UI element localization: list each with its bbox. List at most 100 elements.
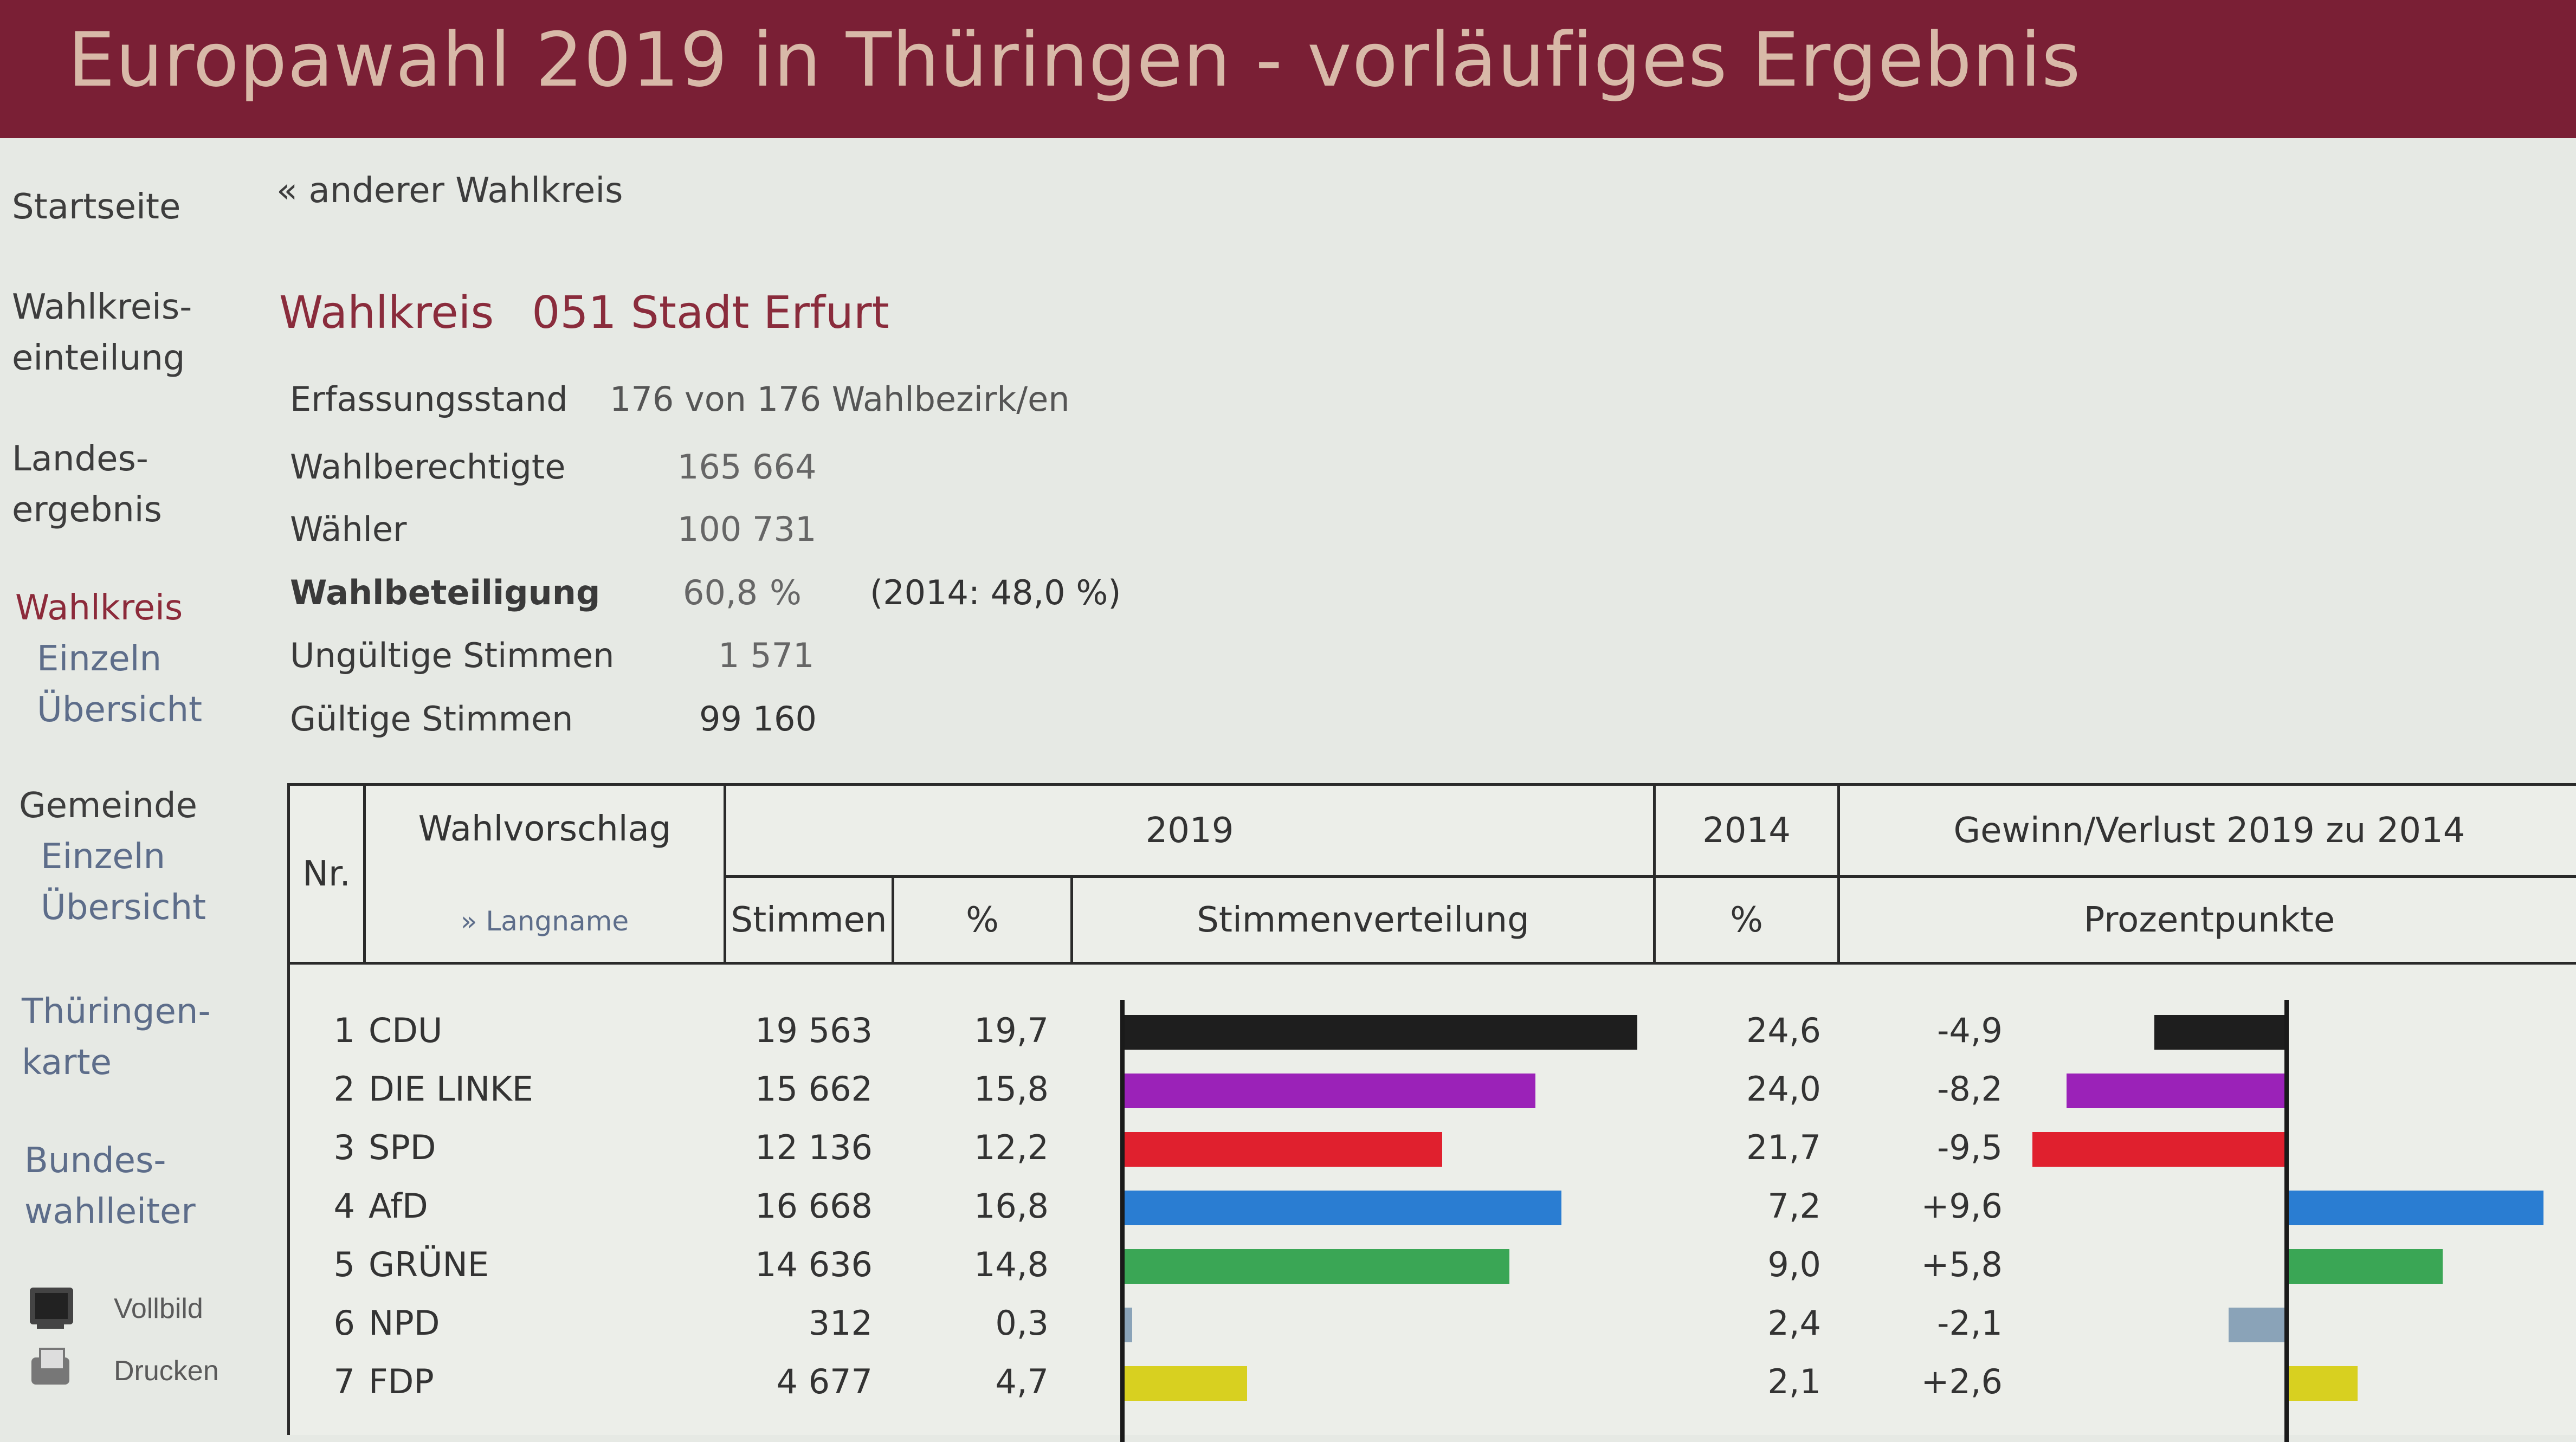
row-party[interactable]: SPD bbox=[369, 1128, 436, 1167]
sidebar-item-wahlkreis-uebersicht[interactable]: Übersicht bbox=[37, 690, 203, 730]
row-party[interactable]: GRÜNE bbox=[369, 1245, 489, 1284]
row-party[interactable]: FDP bbox=[369, 1362, 434, 1401]
row-pct-2019: 14,8 bbox=[973, 1245, 1049, 1284]
printer-icon bbox=[27, 1347, 76, 1395]
stimmenverteilung-axis bbox=[1120, 1000, 1125, 1442]
row-diff: -8,2 bbox=[1937, 1069, 2003, 1109]
header-stimmenverteilung: Stimmenverteilung bbox=[1197, 900, 1529, 940]
page-header: Europawahl 2019 in Thüringen - vorläufig… bbox=[0, 0, 2576, 138]
row-nr: 4 bbox=[333, 1186, 355, 1226]
header-nr: Nr. bbox=[302, 853, 351, 894]
stat-label: Erfassungsstand bbox=[290, 379, 568, 419]
row-nr: 3 bbox=[333, 1128, 355, 1167]
sidebar-label: Bundes- bbox=[24, 1141, 166, 1181]
row-pct-2019: 4,7 bbox=[995, 1362, 1049, 1401]
row-diff: +5,8 bbox=[1921, 1245, 2003, 1284]
sidebar-nav: Startseite Wahlkreis- einteilung Landes-… bbox=[0, 138, 255, 1432]
sidebar-item-thueringenkarte[interactable]: Thüringen- karte bbox=[22, 986, 211, 1088]
row-pct-2019: 16,8 bbox=[973, 1186, 1049, 1226]
row-nr: 7 bbox=[333, 1362, 355, 1401]
sidebar-label: karte bbox=[22, 1043, 112, 1083]
gain-loss-bar bbox=[2289, 1249, 2443, 1284]
row-pct-2019: 12,2 bbox=[973, 1128, 1049, 1167]
sidebar-item-wahlkreis-einzeln[interactable]: Einzeln bbox=[37, 639, 162, 679]
sidebar-label: Gemeinde bbox=[19, 786, 198, 826]
header-wahlvorschlag: Wahlvorschlag bbox=[418, 809, 672, 849]
gain-loss-bar bbox=[2289, 1191, 2544, 1225]
wahlkreis-name: 051 Stadt Erfurt bbox=[532, 287, 889, 339]
row-pct-2014: 24,6 bbox=[1746, 1011, 1821, 1050]
row-pct-2014: 9,0 bbox=[1767, 1245, 1821, 1284]
header-gewinn-verlust: Gewinn/Verlust 2019 zu 2014 bbox=[1953, 810, 2465, 851]
stat-value: 99 160 bbox=[699, 699, 817, 739]
row-party[interactable]: AfD bbox=[369, 1186, 428, 1226]
row-pct-2014: 2,1 bbox=[1767, 1362, 1821, 1401]
back-link-anderer-wahlkreis[interactable]: « anderer Wahlkreis bbox=[276, 171, 623, 211]
row-diff: -2,1 bbox=[1937, 1303, 2003, 1343]
header-2014: 2014 bbox=[1702, 810, 1791, 851]
row-stimmen: 19 563 bbox=[755, 1011, 873, 1050]
row-stimmen: 12 136 bbox=[755, 1128, 873, 1167]
results-table: Nr. Wahlvorschlag » Langname 2019 2014 G… bbox=[287, 783, 2576, 1442]
vote-share-bar bbox=[1125, 1015, 1637, 1050]
row-diff: -9,5 bbox=[1937, 1128, 2003, 1167]
stat-label: Wähler bbox=[290, 509, 407, 549]
row-pct-2014: 7,2 bbox=[1767, 1186, 1821, 1226]
header-pct-2019: % bbox=[966, 900, 999, 940]
row-party[interactable]: DIE LINKE bbox=[369, 1069, 533, 1109]
drucken-label: Drucken bbox=[114, 1355, 219, 1387]
row-party[interactable]: CDU bbox=[369, 1011, 443, 1050]
stat-label: Ungültige Stimmen bbox=[290, 636, 615, 675]
vollbild-label: Vollbild bbox=[114, 1293, 203, 1324]
sidebar-label: einteilung bbox=[12, 338, 185, 378]
sidebar-item-gemeinde[interactable]: Gemeinde Einzeln Übersicht bbox=[19, 780, 206, 933]
row-diff: +2,6 bbox=[1921, 1362, 2003, 1401]
header-pct-2014: % bbox=[1730, 900, 1763, 940]
row-stimmen: 15 662 bbox=[755, 1069, 873, 1109]
row-party[interactable]: NPD bbox=[369, 1303, 440, 1343]
sidebar-label: Landes- bbox=[12, 439, 149, 479]
sidebar-item-wahlkreiseinteilung[interactable]: Wahlkreis- einteilung bbox=[12, 282, 192, 384]
row-pct-2019: 15,8 bbox=[973, 1069, 1049, 1109]
row-stimmen: 4 677 bbox=[776, 1362, 873, 1401]
sidebar-item-wahlkreis[interactable]: Wahlkreis Einzeln Übersicht bbox=[15, 583, 202, 735]
sidebar-label: ergebnis bbox=[12, 490, 162, 530]
sidebar-item-startseite[interactable]: Startseite bbox=[12, 182, 180, 232]
sidebar-item-gemeinde-uebersicht[interactable]: Übersicht bbox=[41, 888, 206, 928]
sidebar-item-bundeswahlleiter[interactable]: Bundes- wahlleiter bbox=[24, 1135, 196, 1237]
vote-share-bar bbox=[1125, 1249, 1510, 1284]
gain-loss-bar bbox=[2154, 1015, 2284, 1050]
sidebar-item-landesergebnis[interactable]: Landes- ergebnis bbox=[12, 434, 162, 535]
row-nr: 5 bbox=[333, 1245, 355, 1284]
stat-value: 176 von 176 Wahlbezirk/en bbox=[610, 379, 1070, 419]
sidebar-item-gemeinde-einzeln[interactable]: Einzeln bbox=[41, 837, 166, 877]
row-diff: -4,9 bbox=[1937, 1011, 2003, 1050]
stat-value: 100 731 bbox=[677, 509, 817, 549]
row-nr: 2 bbox=[333, 1069, 355, 1109]
vollbild-button[interactable]: Vollbild bbox=[27, 1284, 203, 1333]
stat-unit: % bbox=[770, 573, 802, 612]
row-stimmen: 14 636 bbox=[755, 1245, 873, 1284]
vote-share-bar bbox=[1125, 1191, 1562, 1225]
gain-loss-bar bbox=[2032, 1132, 2284, 1167]
stat-label: Wahlbeteiligung bbox=[290, 573, 601, 612]
row-pct-2019: 19,7 bbox=[973, 1011, 1049, 1050]
vote-share-bar bbox=[1125, 1074, 1536, 1108]
vote-share-bar bbox=[1125, 1308, 1133, 1342]
header-prozentpunkte: Prozentpunkte bbox=[2083, 900, 2335, 940]
sidebar-label: Thüringen- bbox=[22, 992, 211, 1032]
row-stimmen: 16 668 bbox=[755, 1186, 873, 1226]
langname-link[interactable]: » Langname bbox=[460, 906, 629, 937]
wahlkreis-heading: Wahlkreis 051 Stadt Erfurt bbox=[279, 287, 889, 339]
drucken-button[interactable]: Drucken bbox=[27, 1347, 219, 1395]
row-pct-2014: 21,7 bbox=[1746, 1128, 1821, 1167]
stat-value: 165 664 bbox=[677, 447, 817, 487]
sidebar-label: Startseite bbox=[12, 187, 181, 227]
stat-value: 60,8 bbox=[683, 573, 758, 612]
row-diff: +9,6 bbox=[1921, 1186, 2003, 1226]
vote-share-bar bbox=[1125, 1132, 1442, 1167]
sidebar-label: wahlleiter bbox=[24, 1192, 196, 1232]
monitor-icon bbox=[27, 1284, 76, 1333]
row-pct-2014: 2,4 bbox=[1767, 1303, 1821, 1343]
row-stimmen: 312 bbox=[808, 1303, 873, 1343]
